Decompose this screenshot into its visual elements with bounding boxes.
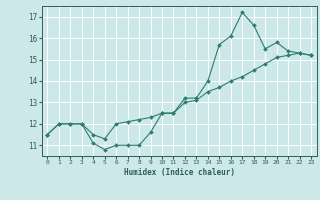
X-axis label: Humidex (Indice chaleur): Humidex (Indice chaleur): [124, 168, 235, 177]
